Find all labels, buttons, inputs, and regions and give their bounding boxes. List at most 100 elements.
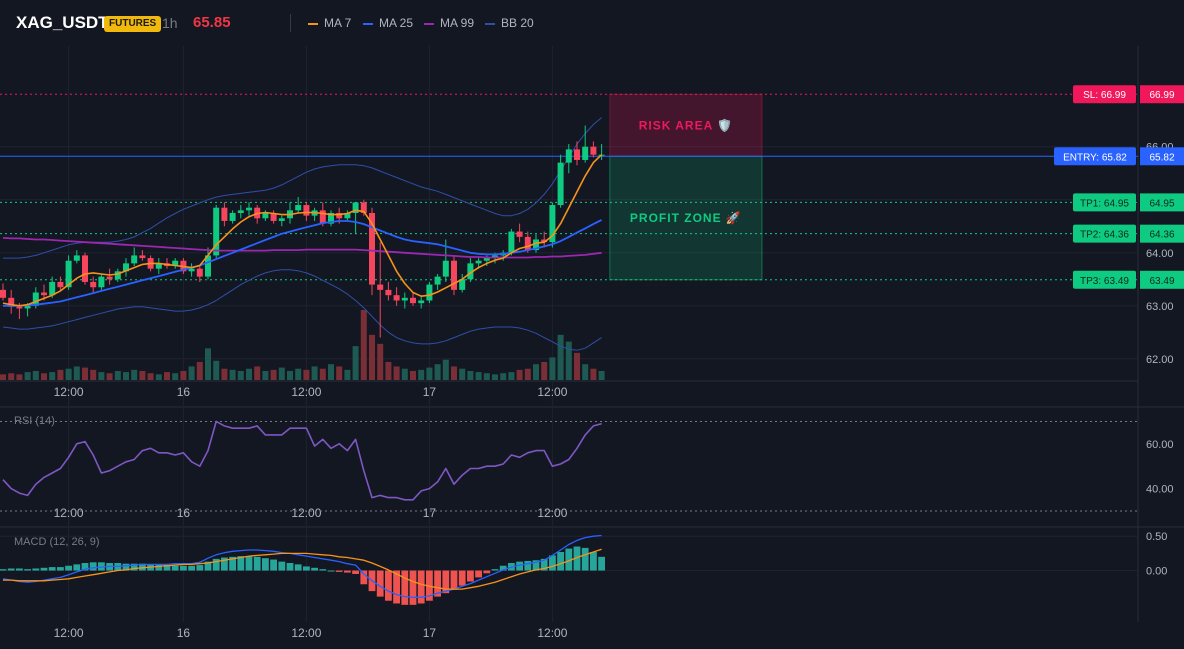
volume-bar (106, 373, 113, 380)
profit-zone-label: PROFIT ZONE 🚀 (630, 211, 742, 225)
volume-bar (24, 372, 31, 380)
volume-bar (492, 374, 498, 380)
macd-histogram-bar (180, 565, 187, 571)
candle-body (16, 306, 23, 309)
candle-body (483, 258, 490, 261)
candle-body (541, 239, 548, 243)
macd-histogram-bar (458, 570, 466, 586)
volume-bar (442, 359, 449, 380)
trade-level-price-label: 64.36 (1149, 230, 1174, 241)
macd-histogram-bar (245, 556, 253, 571)
legend-ma99-label: MA 99 (440, 16, 475, 30)
macd-histogram-bar (491, 569, 499, 571)
trade-level-tag (1073, 270, 1136, 289)
legend-bb20[interactable]: BB 20 (485, 16, 534, 30)
macd-signal-line (3, 548, 602, 590)
volume-bar (574, 352, 580, 380)
trade-level-tag-label: SL: 66.99 (1083, 90, 1126, 101)
candle-body (508, 231, 515, 253)
timeframe-selector[interactable]: 1h (162, 15, 178, 31)
macd-histogram-bar (155, 565, 163, 571)
candle-body (401, 297, 408, 301)
trade-level-tag-label: TP3: 63.49 (1080, 276, 1129, 287)
volume-bar (516, 369, 523, 380)
macd-histogram-bar (16, 568, 23, 571)
macd-histogram-bar (327, 570, 335, 572)
candle-body (278, 218, 285, 221)
macd-histogram-bar (286, 562, 294, 571)
candle-body (295, 205, 302, 211)
volume-bar (270, 369, 277, 380)
macd-histogram-bar (598, 556, 605, 571)
legend-ma25[interactable]: MA 25 (363, 16, 413, 30)
volume-bar (434, 364, 441, 380)
volume-bar (254, 366, 261, 380)
candle-body (393, 295, 400, 301)
candle-body (139, 255, 146, 259)
price-tick-label: 64.00 (1146, 248, 1174, 260)
macd-histogram-bar (7, 568, 15, 571)
macd-histogram-bar (89, 562, 97, 571)
candle-body (459, 279, 466, 290)
volume-bar (131, 369, 138, 380)
time-axis-label: 16 (177, 385, 191, 399)
candle-body (196, 268, 203, 277)
candle-body (49, 281, 56, 296)
macd-histogram-bar (171, 565, 179, 571)
candle-body (582, 146, 589, 160)
macd-histogram-bar (81, 562, 89, 571)
volume-bar (98, 372, 105, 380)
macd-histogram-bar (344, 570, 351, 573)
macd-histogram-bar (516, 561, 523, 571)
trade-level-tag-label: ENTRY: 65.82 (1063, 152, 1127, 163)
legend-ma7-label: MA 7 (324, 16, 352, 30)
candle-body (24, 305, 31, 309)
volume-bar (8, 373, 15, 380)
volume-bar (0, 374, 6, 380)
legend-ma99[interactable]: MA 99 (424, 16, 474, 30)
macd-tick-label: 0.00 (1146, 566, 1167, 578)
chart-header: XAG_USDT FUTURES 1h 65.85 MA 7 MA 25 MA … (0, 0, 1184, 46)
trade-level-tag (1073, 85, 1136, 104)
volume-bar (246, 368, 252, 380)
volume-bar (82, 367, 88, 380)
time-axis-label: 16 (177, 506, 191, 520)
volume-bar (369, 334, 375, 380)
macd-histogram-bar (196, 565, 204, 571)
candle-body (426, 284, 433, 301)
macd-histogram-bar (73, 564, 81, 571)
volume-bar (459, 368, 466, 380)
volume-bar (213, 360, 220, 380)
trade-level-price-label: 65.82 (1149, 152, 1174, 163)
volume-bar (393, 366, 400, 380)
futures-badge: FUTURES (104, 16, 162, 32)
time-axis-label: 12:00 (291, 506, 321, 520)
candle-body (590, 146, 597, 155)
macd-histogram-bar (319, 569, 327, 571)
candle-body (344, 213, 351, 219)
candle-body (90, 281, 97, 288)
volume-bar (139, 370, 146, 380)
volume-bar (344, 369, 351, 380)
candle-body (574, 149, 580, 160)
symbol-name[interactable]: XAG_USDT (16, 13, 109, 32)
legend-ma7[interactable]: MA 7 (308, 16, 351, 30)
macd-histogram-bar (352, 570, 359, 574)
volume-bar (123, 372, 129, 380)
candle-body (155, 263, 162, 269)
volume-bar (319, 368, 326, 380)
volume-bar (196, 361, 203, 380)
volume-bar (114, 370, 121, 380)
rsi-tick-label: 60.00 (1146, 439, 1174, 451)
macd-histogram-bar (335, 570, 343, 572)
macd-histogram-bar (549, 555, 556, 571)
macd-histogram-bar (237, 556, 245, 571)
candle-body (467, 263, 474, 280)
candle-body (262, 213, 269, 219)
candle-body (114, 271, 121, 280)
candle-body (205, 255, 211, 277)
rsi-tick-label: 40.00 (1146, 484, 1174, 496)
candle-body (319, 210, 326, 224)
time-axis-label: 12:00 (537, 626, 567, 640)
